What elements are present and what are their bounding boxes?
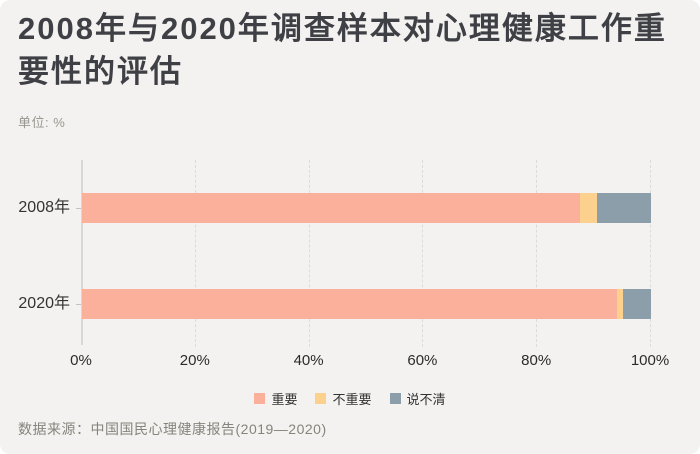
x-tick-label: 60% [407, 352, 438, 369]
x-tick-label: 40% [293, 352, 324, 369]
bar-segment-not-important [579, 193, 597, 223]
grid-line [422, 160, 424, 347]
bar-2008 [82, 193, 651, 223]
category-label: 2020年 [18, 295, 70, 312]
legend-item-not-important: 不重要 [315, 389, 372, 408]
legend-label: 说不清 [406, 392, 446, 407]
category-label: 2008年 [18, 199, 70, 216]
chart-title: 2008年与2020年调查样本对心理健康工作重要性的评估 [18, 11, 667, 89]
data-source: 数据来源：中国国民心理健康报告(2019—2020) [18, 421, 327, 437]
legend-swatch-unclear [389, 393, 401, 404]
bar-segment-unclear [622, 289, 651, 319]
bar-segment-unclear [596, 193, 651, 223]
bar-segment-not-important [616, 289, 623, 319]
bar-segment-important [82, 289, 617, 319]
category-tick [76, 304, 81, 305]
legend-item-important: 重要 [254, 389, 297, 408]
grid-line [650, 160, 651, 347]
legend-swatch-not-important [315, 393, 327, 404]
bar-segment-important [82, 193, 580, 223]
legend-label: 重要 [271, 392, 298, 407]
legend-item-unclear: 说不清 [389, 389, 446, 408]
x-tick-label: 80% [521, 352, 552, 369]
y-axis-line [81, 160, 83, 345]
grid-line [536, 160, 538, 347]
legend: 重要 不重要 说不清 [0, 389, 700, 408]
grid-line [194, 160, 196, 347]
category-tick [76, 208, 81, 209]
grid-line [308, 160, 310, 347]
x-tick-label: 100% [630, 352, 670, 369]
unit-label: 单位: % [18, 115, 66, 130]
x-tick-label: 20% [179, 352, 210, 369]
legend-label: 不重要 [332, 392, 372, 407]
legend-swatch-important [254, 393, 266, 404]
x-tick-label: 0% [70, 352, 92, 369]
bar-2020 [82, 289, 651, 319]
